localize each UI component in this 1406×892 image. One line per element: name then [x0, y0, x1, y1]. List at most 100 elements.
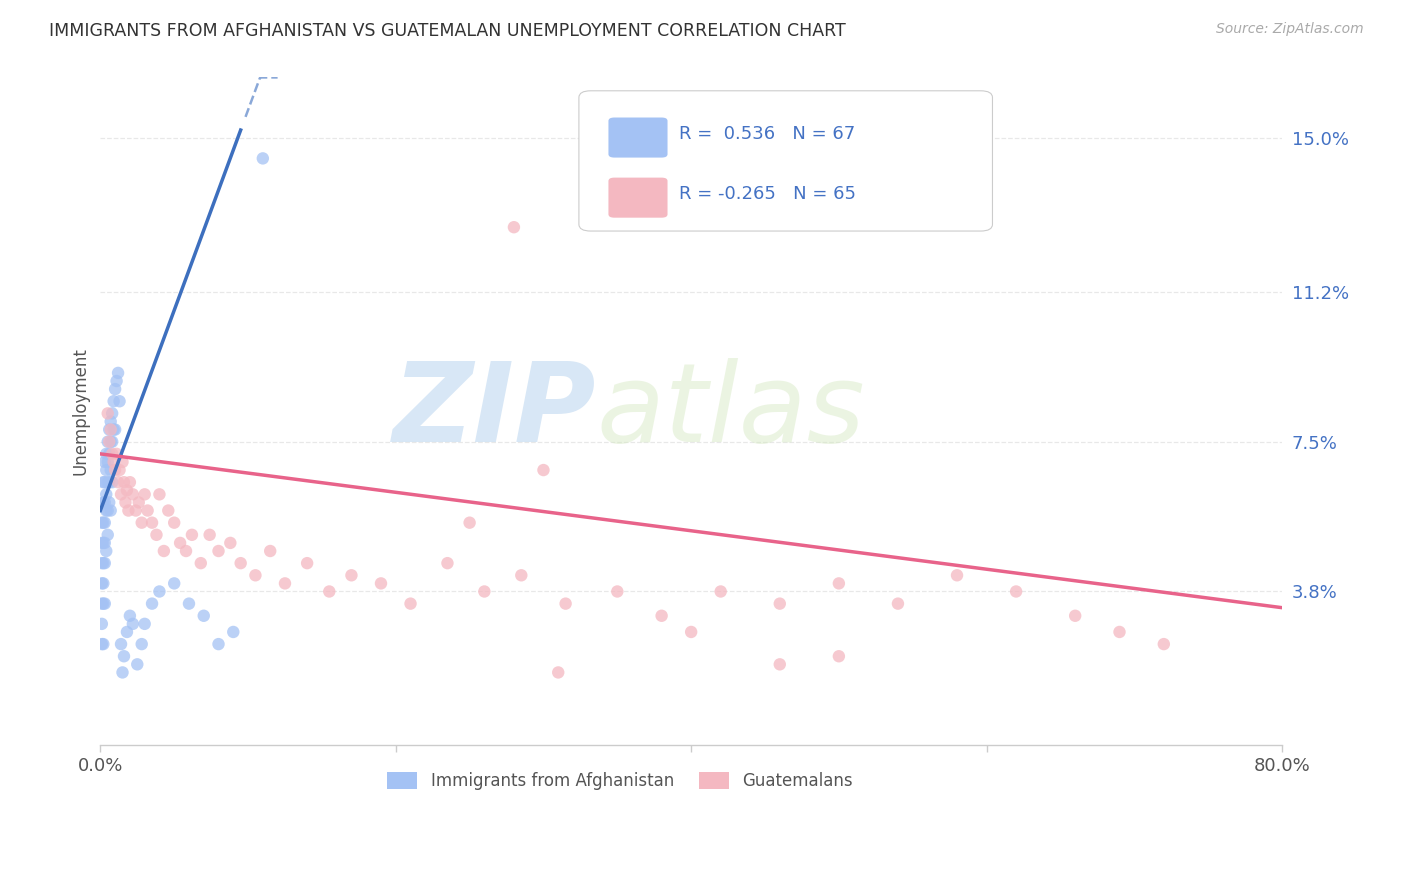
- Point: [104, 423, 127, 437]
- Point: [340, 568, 363, 582]
- Point: [112, 649, 135, 664]
- Point: [91, 637, 114, 651]
- Point: [828, 649, 851, 664]
- Point: [115, 624, 138, 639]
- Point: [100, 503, 122, 517]
- Point: [91, 597, 114, 611]
- Point: [103, 394, 125, 409]
- Point: [370, 576, 392, 591]
- Point: [769, 597, 792, 611]
- Point: [94, 536, 117, 550]
- Point: [141, 516, 163, 530]
- Point: [606, 584, 628, 599]
- Point: [295, 556, 318, 570]
- Point: [91, 475, 114, 490]
- Point: [107, 475, 129, 490]
- Point: [103, 423, 125, 437]
- Point: [97, 455, 120, 469]
- Point: [681, 624, 703, 639]
- Point: [190, 556, 212, 570]
- FancyBboxPatch shape: [609, 178, 668, 218]
- FancyBboxPatch shape: [579, 91, 993, 231]
- Point: [458, 516, 481, 530]
- Point: [125, 503, 148, 517]
- Point: [474, 584, 496, 599]
- Point: [103, 455, 125, 469]
- Point: [96, 463, 118, 477]
- Text: Source: ZipAtlas.com: Source: ZipAtlas.com: [1216, 22, 1364, 37]
- Point: [90, 616, 112, 631]
- Point: [207, 637, 229, 651]
- Point: [91, 556, 114, 570]
- Point: [769, 657, 792, 672]
- Point: [100, 434, 122, 449]
- Point: [91, 576, 114, 591]
- Point: [97, 475, 120, 490]
- Point: [114, 495, 136, 509]
- Point: [136, 503, 159, 517]
- Point: [90, 556, 112, 570]
- Point: [710, 584, 733, 599]
- Point: [651, 608, 673, 623]
- Point: [318, 584, 340, 599]
- Point: [97, 406, 120, 420]
- Text: atlas: atlas: [596, 358, 865, 465]
- Point: [510, 568, 533, 582]
- Point: [131, 516, 153, 530]
- Point: [547, 665, 569, 680]
- Point: [121, 487, 143, 501]
- Point: [134, 487, 156, 501]
- Point: [1153, 637, 1175, 651]
- Point: [134, 616, 156, 631]
- Point: [533, 463, 555, 477]
- Point: [219, 536, 242, 550]
- Point: [163, 516, 186, 530]
- Point: [91, 516, 114, 530]
- Point: [90, 536, 112, 550]
- Point: [131, 637, 153, 651]
- Point: [207, 544, 229, 558]
- Point: [222, 624, 245, 639]
- Point: [153, 544, 176, 558]
- Point: [1005, 584, 1028, 599]
- Point: [94, 455, 117, 469]
- Point: [94, 597, 117, 611]
- Point: [118, 608, 141, 623]
- Point: [100, 415, 122, 429]
- Point: [96, 503, 118, 517]
- Point: [554, 597, 576, 611]
- Point: [96, 447, 118, 461]
- Point: [117, 503, 139, 517]
- Point: [127, 657, 149, 672]
- Point: [111, 665, 134, 680]
- Point: [104, 382, 127, 396]
- Point: [111, 455, 134, 469]
- Point: [110, 637, 132, 651]
- Point: [399, 597, 422, 611]
- Point: [98, 495, 121, 509]
- Point: [101, 447, 124, 461]
- Point: [1108, 624, 1130, 639]
- Y-axis label: Unemployment: Unemployment: [72, 347, 89, 475]
- Point: [157, 503, 180, 517]
- Point: [118, 475, 141, 490]
- Point: [94, 556, 117, 570]
- Point: [108, 463, 131, 477]
- FancyBboxPatch shape: [609, 118, 668, 158]
- Point: [98, 447, 121, 461]
- Point: [94, 495, 117, 509]
- Point: [96, 544, 118, 558]
- Point: [145, 528, 167, 542]
- Point: [97, 434, 120, 449]
- Point: [90, 597, 112, 611]
- Point: [97, 528, 120, 542]
- Point: [181, 528, 204, 542]
- Point: [101, 434, 124, 449]
- Point: [259, 544, 281, 558]
- Point: [112, 475, 135, 490]
- Point: [101, 406, 124, 420]
- Point: [105, 447, 128, 461]
- Point: [91, 536, 114, 550]
- Point: [90, 637, 112, 651]
- Point: [94, 516, 117, 530]
